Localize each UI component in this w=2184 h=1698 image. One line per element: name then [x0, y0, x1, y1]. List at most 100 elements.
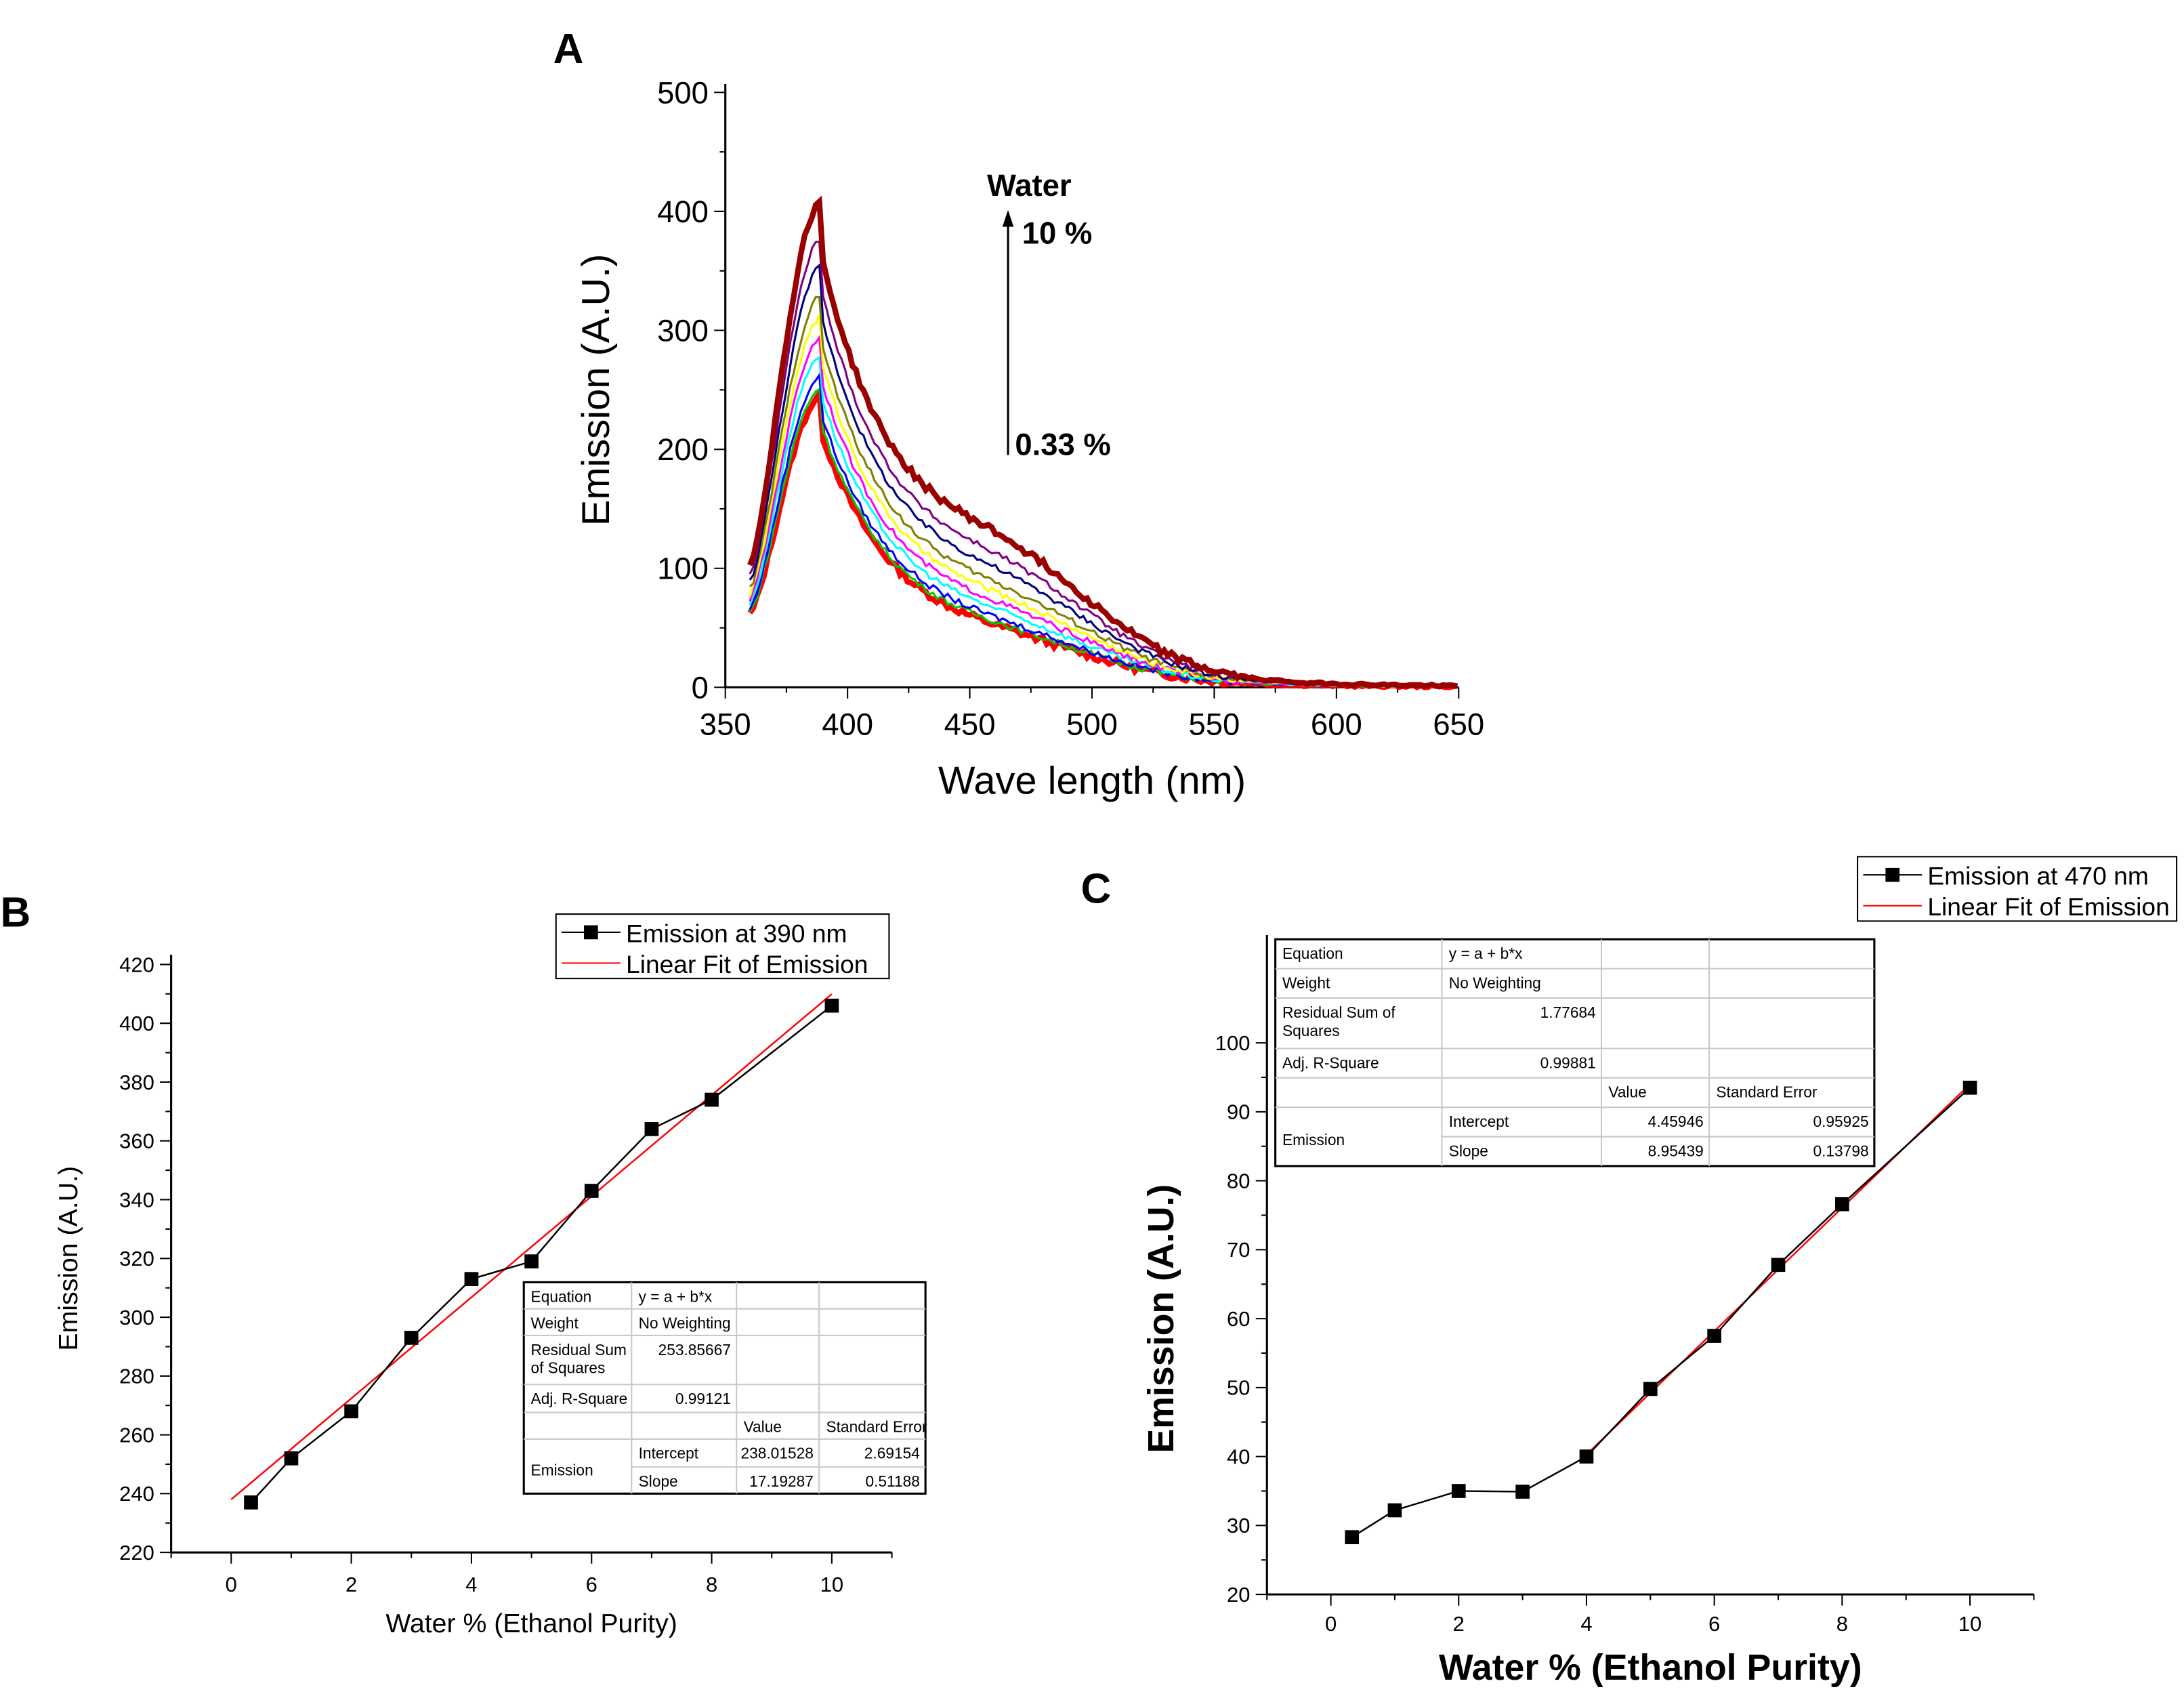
y-tick-label: 30 — [1227, 1514, 1250, 1537]
data-point — [1707, 1329, 1721, 1343]
fit-results-table: Equation y = a + b*x Weight No Weighting Res… — [522, 1281, 927, 1495]
legend-label-data: Emission at 390 nm — [626, 919, 847, 947]
arrow-head-icon — [1002, 209, 1014, 227]
y-tick-label: 380 — [119, 1071, 154, 1094]
table-cell: Emission — [1282, 1131, 1345, 1148]
y-tick-label: 500 — [657, 75, 709, 110]
y-tick-label: 200 — [657, 432, 709, 467]
data-point — [1643, 1382, 1658, 1396]
legend — [555, 913, 890, 980]
y-tick-label: 400 — [657, 194, 709, 229]
table-cell: 238.01528 — [740, 1445, 813, 1462]
panel-label-a: A — [553, 26, 584, 73]
data-point — [824, 998, 839, 1013]
x-tick-label: 10 — [820, 1573, 843, 1596]
data-point — [1451, 1484, 1466, 1498]
table-cell: Adj. R-Square — [1282, 1054, 1379, 1071]
x-tick-label: 2 — [345, 1573, 357, 1596]
annotation-top: 10 % — [1022, 215, 1093, 250]
y-tick-label: 320 — [119, 1247, 154, 1270]
table-cell: Slope — [639, 1472, 678, 1490]
table-cell: Value — [1608, 1083, 1646, 1101]
table-cell: Adj. R-Square — [531, 1390, 628, 1407]
y-tick-label: 50 — [1227, 1376, 1250, 1400]
data-point — [284, 1451, 299, 1466]
chart-b: 0 2 4 6 8 10 220 240 260 280 300 320 340 360 380 400 420… — [54, 913, 927, 1638]
y-tick-label: 90 — [1227, 1100, 1250, 1124]
data-point — [464, 1272, 479, 1286]
panel-label-c: C — [1080, 866, 1111, 913]
table-cell: 0.95925 — [1813, 1113, 1868, 1130]
table-cell: Residual Sum of — [1282, 1003, 1395, 1021]
spectrum-line-10 — [747, 195, 1458, 690]
x-axis-label: Water % (Ethanol Purity) — [1439, 1647, 1862, 1688]
x-tick-label: 450 — [944, 707, 996, 742]
data-point — [344, 1404, 358, 1419]
legend — [1857, 856, 2178, 922]
table-cell: Equation — [531, 1287, 592, 1305]
table-cell: y = a + b*x — [639, 1287, 713, 1305]
x-tick-label: 10 — [1958, 1612, 1981, 1636]
table-cell: Residual Sum — [531, 1341, 627, 1359]
y-tick-label: 300 — [119, 1306, 154, 1329]
table-cell: No Weighting — [1449, 974, 1541, 992]
legend-label-fit: Linear Fit of Emission — [626, 950, 868, 978]
table-cell: 0.51188 — [865, 1472, 919, 1490]
data-point — [1962, 1080, 1977, 1095]
data-point — [1579, 1449, 1594, 1464]
table-cell: Slope — [1449, 1142, 1488, 1159]
chart-c: 0 2 4 6 8 10 20 30 40 50 60 70 80 90 100 Water % (Ethan… — [1141, 856, 2178, 1688]
y-tick-label: 400 — [119, 1012, 154, 1035]
x-tick-label: 6 — [586, 1573, 597, 1596]
y-tick-label: 100 — [657, 552, 709, 586]
y-tick-label: 220 — [119, 1541, 154, 1565]
data-point — [1835, 1197, 1849, 1212]
data-point — [1387, 1503, 1402, 1518]
table-cell: No Weighting — [639, 1314, 731, 1332]
table-cell: Emission — [531, 1462, 593, 1479]
x-tick-label: 400 — [822, 707, 873, 742]
table-cell: 0.99881 — [1540, 1054, 1596, 1071]
table-cell: 0.13798 — [1813, 1142, 1868, 1159]
spectrum-line-6 — [749, 295, 1458, 688]
table-cell: 4.45946 — [1648, 1113, 1704, 1130]
y-tick-label: 300 — [657, 313, 709, 348]
x-tick-label: 8 — [1836, 1612, 1848, 1636]
table-cell: Value — [744, 1417, 782, 1435]
table-cell: 2.69154 — [864, 1445, 920, 1462]
table-border — [522, 1281, 927, 1495]
x-tick-label: 4 — [465, 1573, 477, 1596]
y-tick-label: 0 — [692, 670, 709, 705]
x-axis-label: Wave length (nm) — [938, 759, 1246, 802]
data-point — [705, 1092, 719, 1107]
y-tick-label: 80 — [1227, 1169, 1250, 1193]
table-cell: Weight — [1282, 974, 1330, 992]
table-cell: y = a + b*x — [1449, 945, 1523, 962]
data-point — [584, 1184, 599, 1198]
legend-marker-icon — [584, 925, 598, 940]
table-cell-cont: Squares — [1282, 1022, 1340, 1039]
x-tick-label: 2 — [1453, 1612, 1465, 1636]
data-point — [1771, 1258, 1786, 1272]
x-tick-label: 650 — [1433, 707, 1484, 742]
legend-marker-icon — [1885, 867, 1900, 882]
legend-label-data: Emission at 470 nm — [1927, 862, 2148, 890]
table-cell: Equation — [1282, 945, 1343, 962]
y-tick-label: 40 — [1227, 1445, 1250, 1468]
data-point — [244, 1495, 258, 1510]
y-tick-label: 240 — [119, 1482, 154, 1506]
y-tick-label: 100 — [1215, 1031, 1251, 1055]
y-tick-label: 360 — [119, 1130, 154, 1153]
x-tick-label: 0 — [1325, 1612, 1337, 1636]
y-tick-label: 70 — [1227, 1238, 1250, 1262]
y-tick-label: 260 — [119, 1423, 154, 1447]
data-point — [644, 1122, 659, 1136]
data-point — [404, 1331, 419, 1345]
x-tick-label: 0 — [226, 1573, 237, 1596]
x-tick-label: 8 — [706, 1573, 717, 1596]
data-point — [1515, 1485, 1530, 1499]
chart-a: 350 400 450 500 550 600 650 0 100 200 300 400 500 Wav… — [574, 75, 1484, 802]
data-line — [1351, 1087, 1971, 1538]
data-line — [250, 1005, 833, 1504]
